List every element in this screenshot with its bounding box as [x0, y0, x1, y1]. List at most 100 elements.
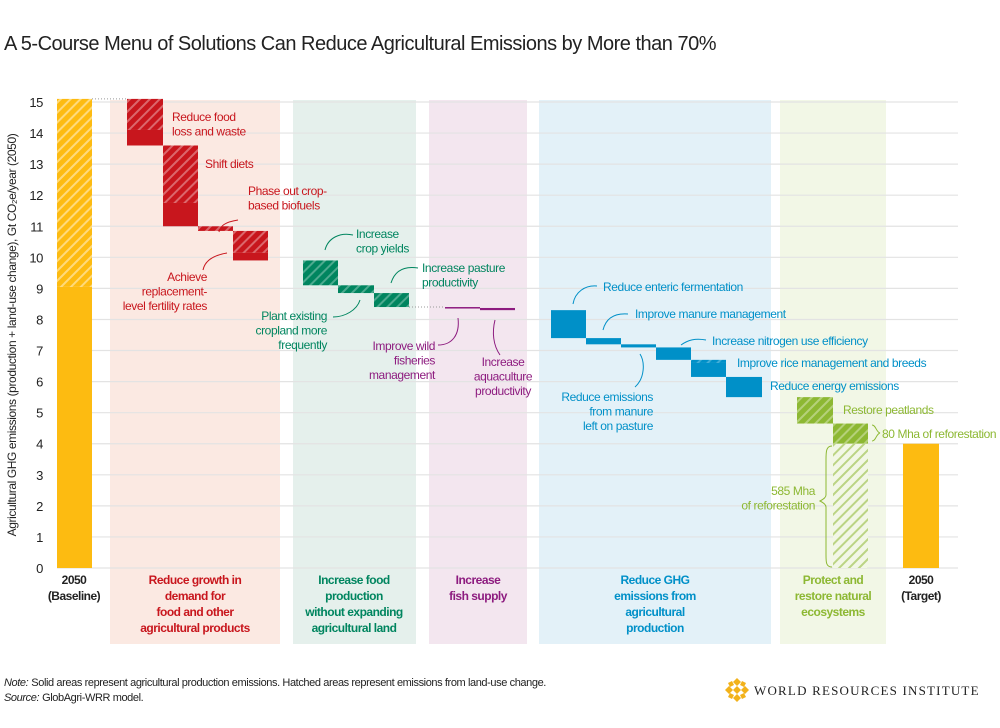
bar-16	[797, 397, 833, 424]
bar-11	[586, 338, 621, 345]
bar-land-use-segment	[303, 260, 338, 286]
bar-production-segment	[691, 362, 726, 377]
step-label-line: Increase	[482, 355, 526, 369]
y-tick-label: 5	[36, 406, 43, 421]
category-label-line: fish supply	[449, 589, 508, 603]
wri-logo: WORLD RESOURCES INSTITUTE	[725, 678, 979, 702]
category-label-line: restore natural	[795, 589, 872, 603]
bar-14	[691, 359, 726, 377]
step-label: Improve manure management	[635, 307, 787, 321]
step-label: Reduce food loss and waste	[172, 110, 247, 139]
arrow-fertility	[202, 252, 228, 271]
step-label: Increase aquaculture productivity	[474, 355, 533, 398]
y-tick-label: 3	[36, 468, 43, 483]
y-tick-label: 0	[36, 561, 43, 576]
step-label-line: Increase	[356, 227, 400, 241]
category-label-ghg: Reduce GHG emissions from agricultural prod…	[614, 573, 696, 635]
category-label-line: 2050	[62, 573, 88, 587]
bar-1	[127, 98, 163, 146]
bar-18	[833, 443, 868, 568]
band-food_production	[293, 100, 416, 644]
step-label-line: Reduce emissions	[561, 390, 653, 404]
y-tick-label: 9	[36, 281, 43, 296]
bar-land-use-segment	[691, 359, 726, 363]
bar-land-use-segment	[833, 443, 868, 568]
step-label-line: replacement-	[142, 285, 208, 299]
bar-production-segment	[551, 310, 586, 339]
category-labels: 2050 (Baseline) Reduce growth in demand for…	[48, 573, 942, 635]
step-label-line: Phase out crop-	[248, 184, 327, 198]
y-tick-label: 7	[36, 344, 43, 359]
arrow-biofuels	[218, 219, 239, 233]
note-text: Solid areas represent agricultural produ…	[31, 677, 546, 689]
bar-land-use-segment	[198, 226, 233, 231]
step-label: Reduce energy emissions	[770, 379, 899, 393]
bar-land-use-segment	[233, 230, 268, 253]
bar-15	[726, 376, 762, 398]
step-label-line: Increase nitrogen use efficiency	[712, 334, 868, 348]
step-label-line: cropland more	[255, 324, 327, 338]
bar-production-segment	[903, 443, 939, 568]
bar-production-segment	[233, 252, 268, 261]
step-label: Increase nitrogen use efficiency	[712, 334, 868, 348]
note: Note: Solid areas represent agricultural …	[4, 677, 546, 689]
y-tick-label: 11	[30, 219, 43, 234]
band-ghg	[539, 100, 771, 644]
y-tick-label: 10	[29, 250, 43, 265]
category-label-demand: Reduce growth in demand for food and other…	[140, 573, 250, 635]
category-label-line: demand for	[165, 589, 226, 603]
arrow-aquaculture	[492, 319, 501, 356]
step-label: Improve wild fisheries management	[369, 339, 436, 382]
bar-production-segment	[656, 347, 691, 360]
arrow-nitrogen	[680, 338, 707, 346]
step-label: Achieve replacement-level fertility rates	[123, 270, 208, 313]
step-label-line: crop yields	[356, 242, 409, 256]
step-label-line: 585 Mha	[771, 484, 816, 498]
category-label-fish: Increase fish supply	[449, 573, 508, 603]
bar-13	[656, 347, 691, 360]
category-label-line: emissions from	[614, 589, 696, 603]
bar-10	[551, 310, 586, 339]
y-tick-label: 14	[29, 126, 43, 141]
step-label-line: of reforestation	[741, 499, 815, 513]
arrow-manure-pasture	[634, 353, 644, 388]
step-label: Improve rice management and breeds	[737, 356, 927, 370]
step-label-line: Reduce food	[172, 110, 236, 124]
category-label-line: (Target)	[901, 589, 941, 603]
step-label: Reduce enteric fermentation	[603, 280, 743, 294]
bar-production-segment	[57, 286, 92, 568]
category-label-line: Reduce growth in	[149, 573, 242, 587]
arrow-plant-existing	[332, 299, 361, 318]
category-label-line: production	[325, 589, 383, 603]
bar-land-use-segment	[797, 397, 833, 424]
step-label-line: Improve rice management and breeds	[737, 356, 927, 370]
bar-production-segment	[163, 202, 198, 227]
step-label-line: Plant existing	[261, 309, 327, 323]
bar-production-segment	[445, 307, 480, 309]
y-tick-label: 13	[29, 157, 43, 172]
bar-land-use-segment	[338, 285, 374, 294]
step-label-line: Reduce enteric fermentation	[603, 280, 743, 294]
step-label-line: based biofuels	[248, 199, 320, 213]
arrow-crop-yields	[324, 233, 354, 251]
step-label-line: productivity	[422, 276, 478, 290]
arrow-enteric	[572, 285, 598, 305]
step-label-line: frequently	[278, 338, 327, 352]
step-label-line: productivity	[475, 384, 531, 398]
category-label-ecosystems: Protect and restore natural ecosystems	[795, 573, 872, 619]
category-label-line: Increase food	[318, 573, 390, 587]
step-label: Phase out crop-based biofuels	[248, 184, 327, 213]
step-label-line: aquaculture	[474, 370, 533, 384]
category-label-line: ecosystems	[801, 605, 866, 619]
step-label-line: Restore peatlands	[843, 403, 934, 417]
category-label-food_production: Increase food production without expanding…	[304, 573, 403, 635]
bar-3	[198, 226, 233, 231]
bar-land-use-segment	[833, 423, 868, 444]
y-tick-label: 12	[29, 188, 43, 203]
category-label-line: Reduce GHG	[620, 573, 689, 587]
step-label: Increase crop yields	[356, 227, 409, 256]
y-tick-label: 1	[36, 530, 43, 545]
arrow-wild-fisheries	[437, 317, 459, 346]
